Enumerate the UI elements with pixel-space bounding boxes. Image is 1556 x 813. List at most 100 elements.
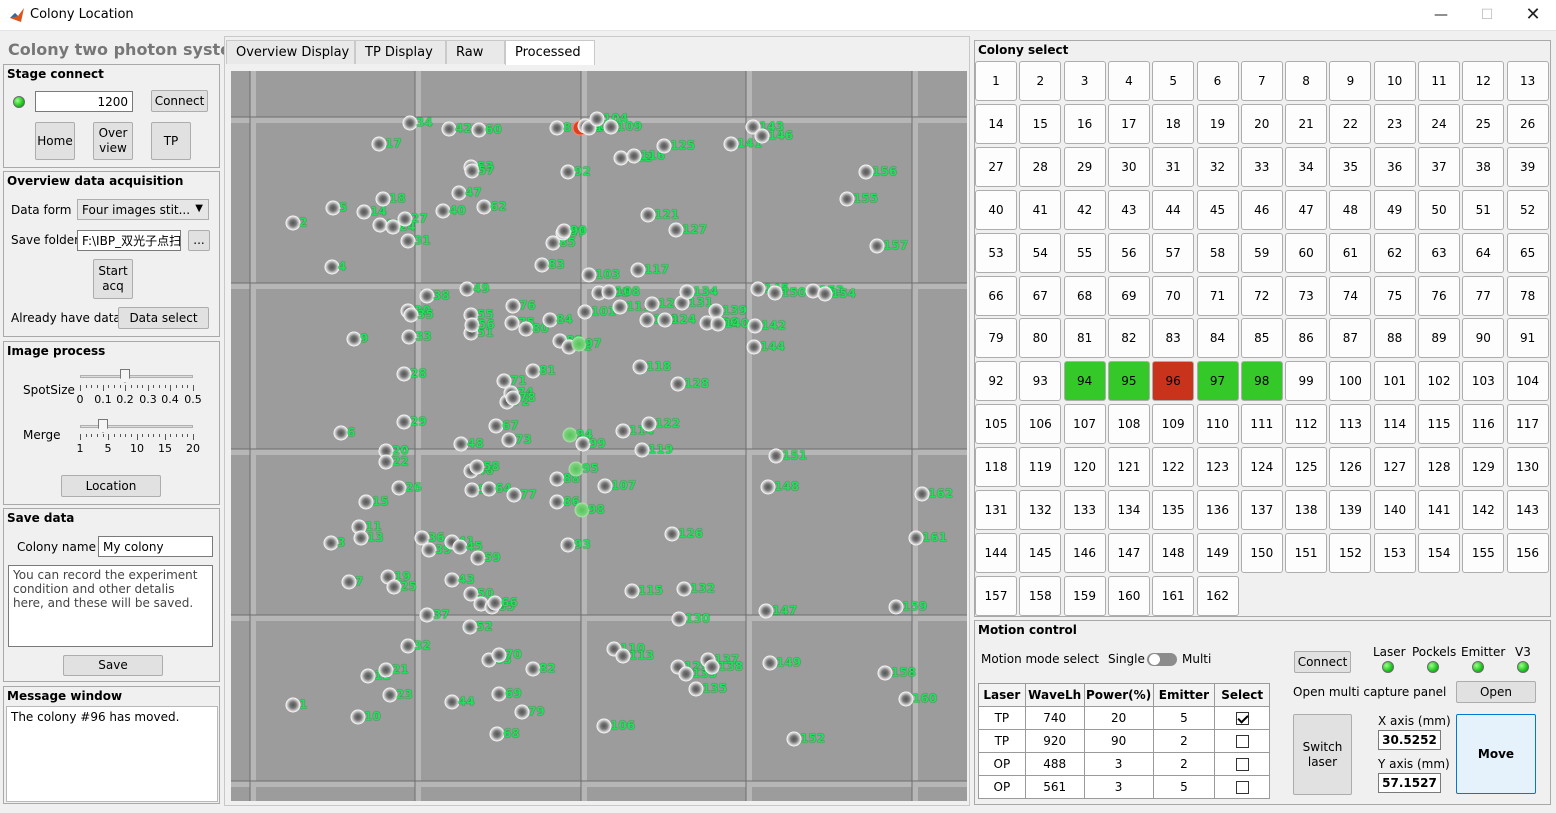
- colony-button-105[interactable]: 105: [975, 404, 1017, 445]
- colony-button-92[interactable]: 92: [975, 361, 1017, 402]
- colony-marker[interactable]: [419, 288, 435, 304]
- colony-marker[interactable]: [375, 191, 391, 207]
- colony-marker[interactable]: [491, 647, 507, 663]
- colony-button-95[interactable]: 95: [1107, 361, 1150, 402]
- colony-marker[interactable]: [612, 299, 628, 315]
- colony-button-148[interactable]: 148: [1152, 532, 1195, 573]
- colony-button-10[interactable]: 10: [1373, 61, 1416, 101]
- colony-button-55[interactable]: 55: [1063, 232, 1106, 273]
- x-axis-field[interactable]: 30.5252: [1378, 730, 1441, 750]
- colony-button-155[interactable]: 155: [1462, 532, 1505, 573]
- colony-button-64[interactable]: 64: [1462, 232, 1505, 273]
- location-button[interactable]: Location: [61, 475, 161, 497]
- colony-button-130[interactable]: 130: [1506, 447, 1549, 488]
- colony-marker[interactable]: [459, 281, 475, 297]
- colony-button-14[interactable]: 14: [975, 103, 1017, 144]
- colony-marker[interactable]: [914, 486, 930, 502]
- colony-marker[interactable]: [640, 207, 656, 223]
- colony-button-69[interactable]: 69: [1107, 275, 1150, 316]
- colony-button-162[interactable]: 162: [1196, 575, 1239, 616]
- maximize-button[interactable]: ☐: [1480, 7, 1494, 23]
- colony-button-60[interactable]: 60: [1285, 232, 1328, 273]
- colony-marker[interactable]: [615, 423, 631, 439]
- colony-button-68[interactable]: 68: [1063, 275, 1106, 316]
- colony-marker[interactable]: [505, 298, 521, 314]
- colony-marker[interactable]: [397, 211, 413, 227]
- colony-marker[interactable]: [518, 321, 534, 337]
- colony-marker[interactable]: [372, 217, 388, 233]
- colony-marker[interactable]: [577, 304, 593, 320]
- colony-marker[interactable]: [402, 115, 418, 131]
- colony-marker[interactable]: [356, 204, 372, 220]
- colony-button-41[interactable]: 41: [1019, 189, 1062, 230]
- colony-button-113[interactable]: 113: [1329, 404, 1372, 445]
- colony-marker[interactable]: [758, 603, 774, 619]
- start-acq-button[interactable]: Start acq: [93, 259, 133, 299]
- colony-marker[interactable]: [641, 416, 657, 432]
- colony-marker[interactable]: [464, 163, 480, 179]
- colony-button-23[interactable]: 23: [1373, 103, 1416, 144]
- colony-button-56[interactable]: 56: [1107, 232, 1150, 273]
- colony-marker[interactable]: [888, 599, 904, 615]
- colony-button-127[interactable]: 127: [1373, 447, 1416, 488]
- colony-marker[interactable]: [615, 648, 631, 664]
- colony-button-121[interactable]: 121: [1107, 447, 1150, 488]
- colony-marker[interactable]: [560, 164, 576, 180]
- colony-marker[interactable]: [471, 122, 487, 138]
- colony-button-33[interactable]: 33: [1240, 146, 1283, 187]
- colony-marker[interactable]: [386, 579, 402, 595]
- colony-button-108[interactable]: 108: [1107, 404, 1150, 445]
- select-cell[interactable]: [1214, 775, 1270, 799]
- colony-button-102[interactable]: 102: [1418, 361, 1460, 402]
- colony-marker[interactable]: [704, 659, 720, 675]
- merge-slider[interactable]: [80, 425, 193, 428]
- colony-button-54[interactable]: 54: [1019, 232, 1062, 273]
- colony-button-15[interactable]: 15: [1019, 103, 1062, 144]
- select-checkbox[interactable]: [1235, 712, 1249, 725]
- colony-marker[interactable]: [341, 574, 357, 590]
- tab-processed[interactable]: Processed: [505, 40, 595, 65]
- colony-button-37[interactable]: 37: [1418, 146, 1460, 187]
- colony-marker[interactable]: [817, 286, 833, 302]
- colony-marker[interactable]: [542, 312, 558, 328]
- colony-button-151[interactable]: 151: [1285, 532, 1328, 573]
- home-button[interactable]: Home: [35, 122, 75, 160]
- colony-button-34[interactable]: 34: [1285, 146, 1328, 187]
- colony-button-21[interactable]: 21: [1285, 103, 1328, 144]
- colony-button-83[interactable]: 83: [1152, 318, 1195, 359]
- colony-button-20[interactable]: 20: [1240, 103, 1283, 144]
- colony-button-96[interactable]: 96: [1152, 361, 1195, 402]
- colony-button-118[interactable]: 118: [975, 447, 1017, 488]
- colony-button-120[interactable]: 120: [1063, 447, 1106, 488]
- colony-marker[interactable]: [549, 120, 565, 136]
- colony-button-153[interactable]: 153: [1373, 532, 1416, 573]
- colony-button-9[interactable]: 9: [1329, 61, 1372, 101]
- colony-button-36[interactable]: 36: [1373, 146, 1416, 187]
- stage-connect-button[interactable]: Connect: [151, 90, 208, 112]
- colony-button-156[interactable]: 156: [1506, 532, 1549, 573]
- colony-marker[interactable]: [514, 704, 530, 720]
- save-button[interactable]: Save: [63, 655, 163, 676]
- colony-marker[interactable]: [360, 668, 376, 684]
- colony-marker[interactable]: [378, 454, 394, 470]
- colony-marker[interactable]: [525, 363, 541, 379]
- colony-button-109[interactable]: 109: [1152, 404, 1195, 445]
- colony-marker[interactable]: [768, 448, 784, 464]
- colony-button-159[interactable]: 159: [1063, 575, 1106, 616]
- colony-marker[interactable]: [562, 427, 578, 443]
- colony-button-145[interactable]: 145: [1019, 532, 1062, 573]
- spotsize-slider-thumb[interactable]: [120, 369, 130, 383]
- colony-button-99[interactable]: 99: [1285, 361, 1328, 402]
- colony-button-128[interactable]: 128: [1418, 447, 1460, 488]
- colony-marker[interactable]: [603, 119, 619, 135]
- colony-marker[interactable]: [505, 390, 521, 406]
- colony-button-3[interactable]: 3: [1063, 61, 1106, 101]
- colony-button-135[interactable]: 135: [1152, 490, 1195, 530]
- colony-marker[interactable]: [601, 284, 617, 300]
- colony-button-24[interactable]: 24: [1418, 103, 1460, 144]
- colony-button-63[interactable]: 63: [1418, 232, 1460, 273]
- colony-button-66[interactable]: 66: [975, 275, 1017, 316]
- colony-marker[interactable]: [898, 691, 914, 707]
- colony-marker[interactable]: [575, 436, 591, 452]
- save-folder-field[interactable]: F:\IBP_双光子点扫: [77, 230, 181, 251]
